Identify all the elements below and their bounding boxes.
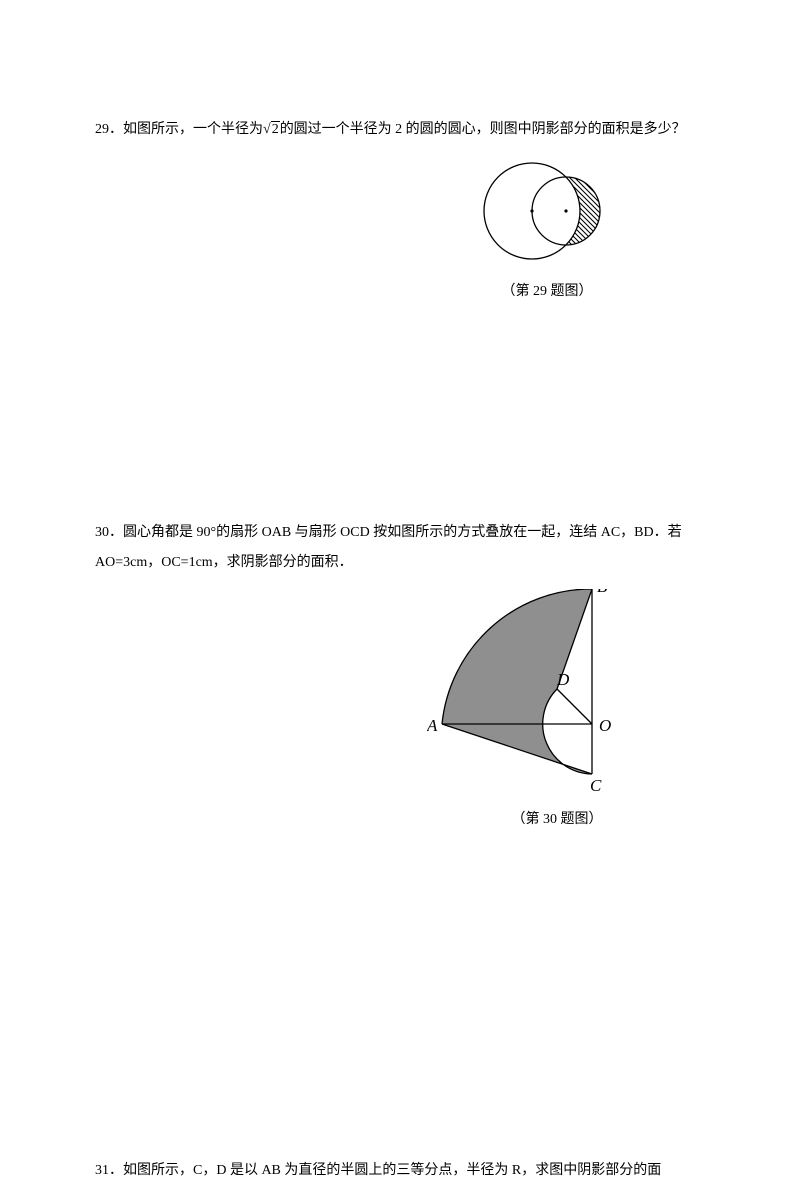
figure-30: A B C D O	[427, 589, 627, 799]
problem-text-part1: 如图所示，一个半径为	[123, 122, 263, 137]
vertical-gap	[95, 328, 699, 518]
svg-text:A: A	[427, 716, 438, 735]
svg-text:O: O	[599, 716, 611, 735]
page-content: 29．如图所示，一个半径为√2的圆过一个半径为 2 的圆的圆心，则图中阴影部分的…	[0, 0, 794, 1187]
vertical-gap	[95, 856, 699, 1156]
figure-29	[462, 156, 632, 271]
problem-number: 31．	[95, 1163, 123, 1178]
figure-29-caption: （第 29 题图）	[395, 277, 699, 308]
svg-text:D: D	[556, 670, 570, 689]
problem-29: 29．如图所示，一个半径为√2的圆过一个半径为 2 的圆的圆心，则图中阴影部分的…	[95, 115, 699, 308]
problem-number: 30．	[95, 525, 123, 540]
svg-text:B: B	[597, 589, 608, 596]
problem-30: 30．圆心角都是 90°的扇形 OAB 与扇形 OCD 按如图所示的方式叠放在一…	[95, 518, 699, 836]
sqrt-radicand: 2	[271, 121, 280, 137]
problem-number: 29．	[95, 122, 123, 137]
problem-text: 圆心角都是 90°的扇形 OAB 与扇形 OCD 按如图所示的方式叠放在一起，连…	[95, 525, 682, 571]
problem-31: 31．如图所示，C，D 是以 AB 为直径的半圆上的三等分点，半径为 R，求图中…	[95, 1156, 699, 1187]
sqrt-expression: √2	[263, 115, 280, 146]
svg-text:C: C	[590, 776, 602, 795]
figure-30-caption: （第 30 题图）	[355, 805, 699, 836]
problem-text-part2: 的圆过一个半径为 2 的圆的圆心，则图中阴影部分的面积是多少？	[280, 122, 686, 137]
sqrt-sign: √	[263, 122, 271, 137]
figure-29-wrap: （第 29 题图）	[95, 156, 699, 308]
problem-text: 如图所示，C，D 是以 AB 为直径的半圆上的三等分点，半径为 R，求图中阴影部…	[123, 1163, 661, 1178]
figure-30-wrap: A B C D O （第 30 题图）	[95, 589, 699, 836]
